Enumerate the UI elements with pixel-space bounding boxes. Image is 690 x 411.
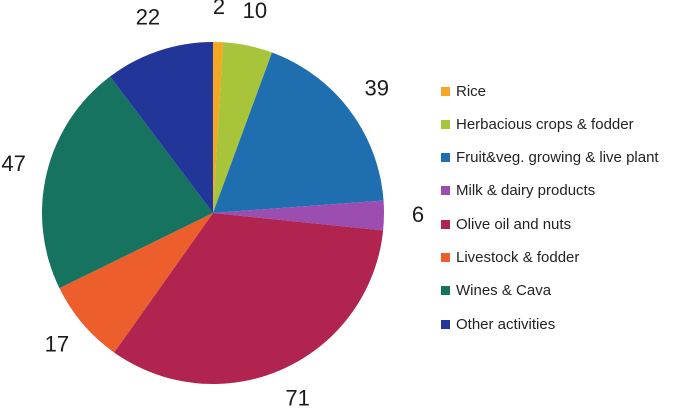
slice-value-label: 39	[364, 75, 388, 100]
legend-label: Other activities	[456, 315, 556, 333]
pie-slice	[114, 213, 384, 384]
legend-item: Milk & dairy products	[441, 180, 659, 202]
legend-label: Olive oil and nuts	[456, 215, 572, 233]
legend-item: Rice	[441, 80, 659, 102]
slice-value-label: 17	[45, 332, 69, 357]
pie-slice	[59, 213, 213, 353]
legend-label: Milk & dairy products	[456, 182, 596, 200]
legend-swatch	[441, 219, 450, 229]
legend-item: Other activities	[441, 313, 659, 335]
slice-value-label: 6	[412, 202, 424, 227]
legend-label: Rice	[456, 82, 487, 100]
legend-item: Livestock & fodder	[441, 246, 659, 268]
pie-slice	[213, 42, 224, 213]
legend-label: Livestock & fodder	[456, 248, 580, 266]
slice-value-label: 71	[285, 386, 309, 411]
slice-value-label: 22	[136, 4, 160, 29]
legend-swatch	[441, 252, 450, 262]
legend-swatch	[441, 153, 450, 163]
legend-swatch	[441, 119, 450, 129]
pie-slice	[110, 42, 213, 213]
legend-item: Herbacious crops & fodder	[441, 113, 659, 135]
pie-slice	[213, 52, 384, 214]
legend-swatch	[441, 319, 450, 329]
pie-slice	[42, 76, 213, 289]
slice-value-label: 47	[1, 151, 25, 176]
pie-slice	[213, 42, 273, 213]
legend-item: Olive oil and nuts	[441, 213, 659, 235]
slice-value-label: 2	[213, 0, 225, 19]
legend-swatch	[441, 286, 450, 296]
legend-swatch	[441, 86, 450, 96]
legend-item: Wines & Cava	[441, 280, 659, 302]
pie-slice	[213, 200, 384, 231]
legend-label: Wines & Cava	[456, 282, 552, 300]
legend-item: Fruit&veg. growing & live plant	[441, 147, 659, 169]
legend-label: Fruit&veg. growing & live plant	[456, 149, 659, 167]
slice-value-label: 10	[243, 0, 267, 23]
chart-legend: Rice Herbacious crops & fodder Fruit&veg. …	[441, 80, 659, 346]
legend-label: Herbacious crops & fodder	[456, 115, 634, 133]
legend-swatch	[441, 186, 450, 196]
